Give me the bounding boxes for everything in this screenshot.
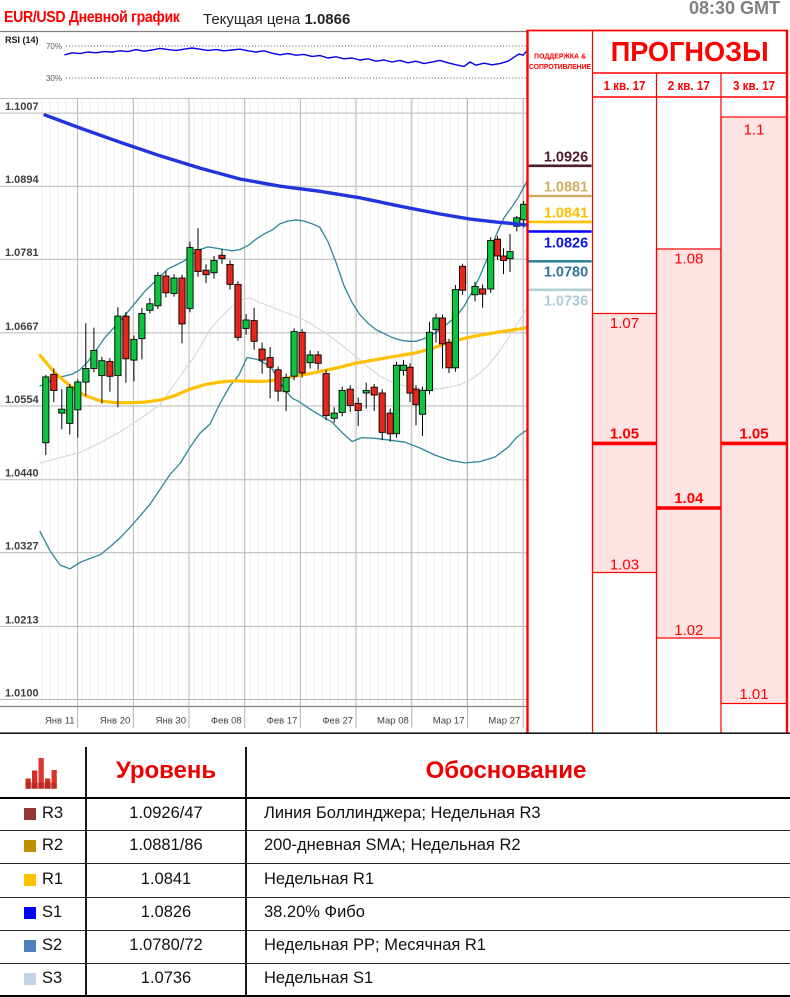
svg-text:30%: 30% <box>46 74 62 83</box>
svg-text:1.0894: 1.0894 <box>5 174 40 186</box>
svg-text:1.0926: 1.0926 <box>544 150 588 166</box>
svg-text:1.0881: 1.0881 <box>544 180 588 196</box>
svg-text:1.0554: 1.0554 <box>5 394 40 406</box>
svg-text:2 кв. 17: 2 кв. 17 <box>668 78 710 93</box>
svg-text:1 кв. 17: 1 кв. 17 <box>604 78 646 93</box>
svg-text:1.05: 1.05 <box>610 426 639 443</box>
svg-text:Фев 27: Фев 27 <box>322 716 353 727</box>
svg-text:1.0736: 1.0736 <box>544 294 588 310</box>
svg-text:1.0841: 1.0841 <box>544 206 588 222</box>
svg-text:Мар 17: Мар 17 <box>433 716 465 727</box>
svg-text:1.1: 1.1 <box>744 122 765 139</box>
svg-text:1.01: 1.01 <box>739 686 768 703</box>
svg-text:1.0781: 1.0781 <box>5 247 39 259</box>
svg-text:СОПРОТИВЛЕНИЕ: СОПРОТИВЛЕНИЕ <box>529 62 591 71</box>
svg-text:Фев 08: Фев 08 <box>211 716 242 727</box>
svg-text:Фев 17: Фев 17 <box>267 716 298 727</box>
svg-text:Янв 30: Янв 30 <box>156 716 186 727</box>
svg-text:Мар 27: Мар 27 <box>488 716 520 727</box>
svg-text:Янв 20: Янв 20 <box>100 716 130 727</box>
svg-text:1.03: 1.03 <box>610 557 639 574</box>
svg-text:Мар 08: Мар 08 <box>377 716 409 727</box>
svg-text:70%: 70% <box>46 42 62 51</box>
svg-text:1.0327: 1.0327 <box>5 541 39 553</box>
svg-text:1.05: 1.05 <box>739 426 768 443</box>
svg-text:1.0667: 1.0667 <box>5 321 39 333</box>
svg-text:1.0100: 1.0100 <box>5 688 39 700</box>
svg-text:1.0826: 1.0826 <box>544 236 588 252</box>
svg-text:1.02: 1.02 <box>674 622 703 639</box>
svg-text:ПРОГНОЗЫ: ПРОГНОЗЫ <box>611 36 769 67</box>
svg-text:ПОДДЕРЖКА &: ПОДДЕРЖКА & <box>534 52 587 61</box>
svg-text:3 кв. 17: 3 кв. 17 <box>733 78 775 93</box>
svg-text:1.0780: 1.0780 <box>544 265 588 281</box>
svg-text:1.0440: 1.0440 <box>5 468 39 480</box>
svg-text:1.08: 1.08 <box>674 251 703 268</box>
svg-text:Янв 11: Янв 11 <box>45 716 75 727</box>
svg-text:1.0213: 1.0213 <box>5 614 39 626</box>
svg-text:1.1007: 1.1007 <box>5 101 39 113</box>
svg-text:1.07: 1.07 <box>610 315 639 332</box>
svg-text:RSI (14): RSI (14) <box>5 35 39 45</box>
svg-text:1.04: 1.04 <box>674 490 704 507</box>
